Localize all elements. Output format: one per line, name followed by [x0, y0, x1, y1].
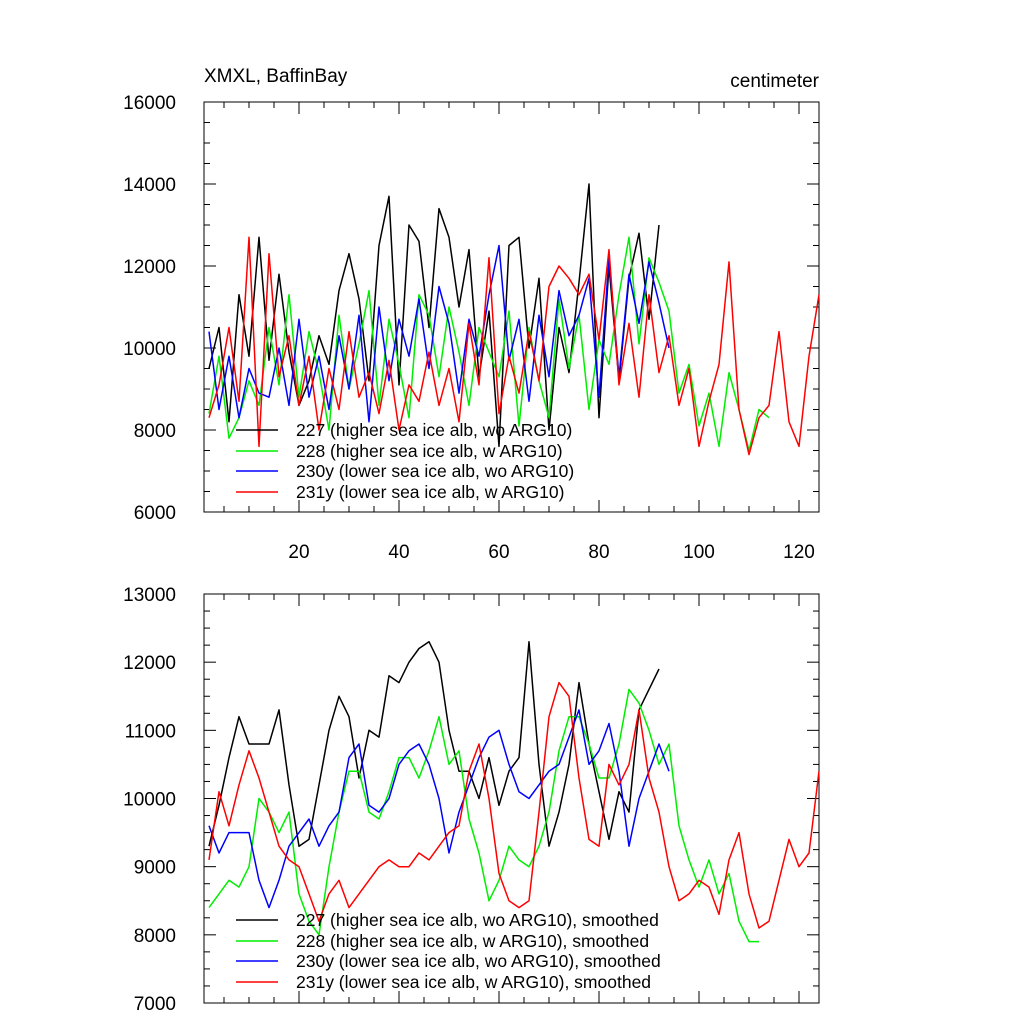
series-line [208, 244, 670, 423]
x-tick-label: 120 [783, 542, 815, 563]
legend-label-230y: 230y (lower sea ice alb, wo ARG10) [296, 461, 574, 481]
series-line [208, 640, 660, 847]
legend-label-230y: 230y (lower sea ice alb, wo ARG10), smoo… [296, 951, 661, 971]
x-tick-label: 100 [683, 542, 715, 563]
legend-label-227: 227 (higher sea ice alb, wo ARG10), smoo… [296, 910, 659, 930]
series-line [208, 236, 820, 456]
chart-units: centimeter [730, 71, 819, 92]
axis-ticks: 6000 8000 10000 12000 14000 16000 20 40 60 80 100 1… [123, 93, 819, 563]
legend-label-227: 227 (higher sea ice alb, wo ARG10) [296, 420, 572, 440]
series-line [208, 236, 770, 452]
y-tick-label: 7000 [134, 994, 176, 1015]
y-tick-label: 14000 [123, 175, 176, 196]
y-tick-label: 8000 [134, 926, 176, 947]
y-tick-label: 10000 [123, 339, 176, 360]
series-line [208, 183, 660, 448]
legend: 227 (higher sea ice alb, wo ARG10), smoo… [236, 910, 661, 992]
y-tick-label: 12000 [123, 257, 176, 278]
y-tick-label: 9000 [134, 858, 176, 879]
y-tick-label: 12000 [123, 653, 176, 674]
legend-label-231y: 231y (lower sea ice alb, w ARG10) [296, 482, 564, 502]
legend: 227 (higher sea ice alb, wo ARG10) 228 (… [236, 420, 574, 502]
axis-ticks: 7000 8000 9000 10000 11000 12000 13000 [123, 585, 819, 1015]
y-tick-label: 10000 [123, 790, 176, 811]
y-tick-label: 13000 [123, 585, 176, 606]
y-tick-label: 16000 [123, 93, 176, 114]
y-tick-label: 11000 [125, 721, 176, 742]
series-line [208, 709, 670, 909]
x-tick-label: 60 [488, 542, 509, 563]
chart-title: XMXL, BaffinBay [204, 66, 348, 87]
legend-label-228: 228 (higher sea ice alb, w ARG10) [296, 441, 563, 461]
legend-label-228: 228 (higher sea ice alb, w ARG10), smoot… [296, 931, 649, 951]
x-tick-label: 80 [588, 542, 609, 563]
chart-bottom: 7000 8000 9000 10000 11000 12000 13000 227 (hi… [123, 585, 820, 1015]
x-tick-label: 40 [388, 542, 409, 563]
y-tick-label: 6000 [134, 503, 176, 524]
x-tick-label: 20 [288, 542, 309, 563]
series-line [208, 688, 759, 943]
series-group [208, 640, 820, 943]
chart-top: XMXL, BaffinBay centimeter 6000 8000 10000… [123, 66, 820, 563]
legend-label-231y: 231y (lower sea ice alb, w ARG10), smoot… [296, 972, 651, 992]
series-line [208, 681, 820, 929]
series-group [208, 183, 820, 456]
y-tick-label: 8000 [134, 421, 176, 442]
